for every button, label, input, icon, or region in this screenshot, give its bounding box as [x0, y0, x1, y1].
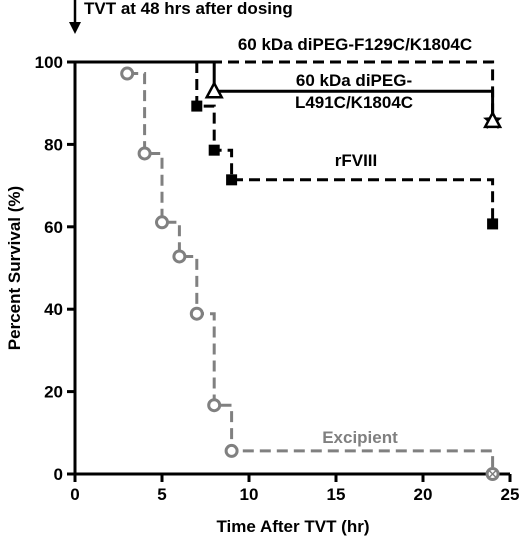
y-tick-label: 100 — [35, 53, 63, 72]
series-label: 60 kDa diPEG- — [296, 71, 412, 90]
x-tick-label: 10 — [240, 485, 259, 504]
y-tick-label: 80 — [44, 135, 63, 154]
endpoint-cross — [488, 469, 498, 479]
data-point — [487, 218, 499, 230]
data-point — [226, 174, 238, 186]
data-point — [137, 146, 152, 161]
data-point — [208, 144, 220, 156]
top-annotation: TVT at 48 hrs after dosing — [84, 0, 293, 18]
series-label: rFVIII — [335, 151, 378, 170]
chart-text: TVT at 48 hrs after dosing Time After TV… — [5, 0, 472, 536]
y-axis-label: Percent Survival (%) — [5, 186, 24, 350]
x-axis-label: Time After TVT (hr) — [216, 517, 369, 536]
chart-series — [75, 60, 503, 481]
x-tick-label: 5 — [157, 485, 166, 504]
series-rfviii — [191, 62, 499, 230]
y-tick-label: 0 — [54, 465, 63, 484]
series-label: L491C/K1804C — [295, 93, 413, 112]
data-point — [483, 110, 503, 129]
data-point — [207, 398, 222, 413]
data-point — [120, 66, 135, 81]
series-line — [75, 60, 495, 121]
dosing-arrow-head — [69, 22, 81, 34]
y-tick-label: 60 — [44, 218, 63, 237]
data-point — [189, 306, 204, 321]
data-point — [172, 249, 187, 264]
data-point — [191, 100, 203, 112]
chart-axes: 0 20 40 60 80 100 0 5 10 15 20 25 — [35, 0, 520, 504]
series-excipient — [120, 66, 500, 481]
y-tick-label: 20 — [44, 383, 63, 402]
series-line — [127, 72, 495, 474]
series-l491c — [75, 60, 503, 129]
x-tick-label: 20 — [414, 485, 433, 504]
x-tick-label: 25 — [501, 485, 520, 504]
data-point — [155, 215, 169, 230]
series-label: Excipient — [322, 428, 398, 447]
series-f129c — [75, 60, 503, 129]
y-tick-label: 40 — [44, 300, 63, 319]
x-tick-label: 15 — [327, 485, 346, 504]
data-point — [204, 80, 224, 99]
x-tick-label: 0 — [70, 485, 79, 504]
series-label: 60 kDa diPEG-F129C/K1804C — [238, 35, 472, 54]
data-point — [224, 443, 239, 458]
